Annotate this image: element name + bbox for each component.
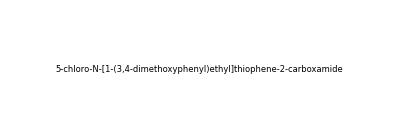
Text: 5-chloro-N-[1-(3,4-dimethoxyphenyl)ethyl]thiophene-2-carboxamide: 5-chloro-N-[1-(3,4-dimethoxyphenyl)ethyl…	[55, 64, 343, 74]
